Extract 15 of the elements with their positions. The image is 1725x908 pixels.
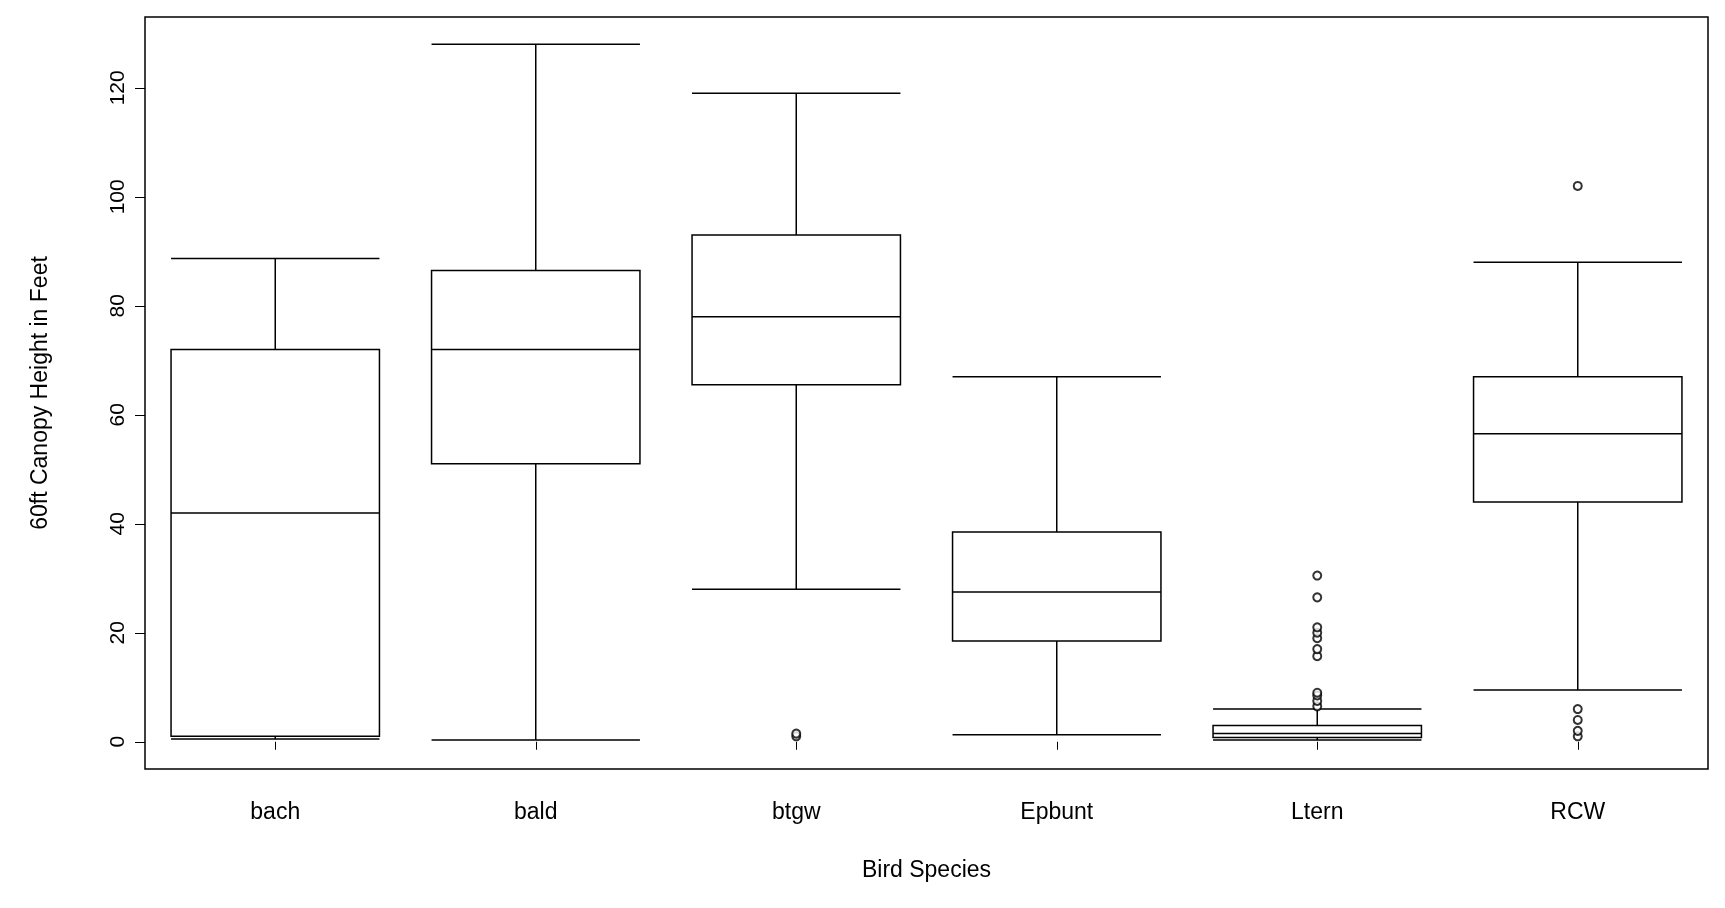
y-tick-label: 40 bbox=[105, 512, 128, 536]
y-tick-label: 0 bbox=[105, 735, 128, 748]
y-tick-label: 100 bbox=[105, 179, 128, 215]
y-tick-label: 80 bbox=[105, 294, 128, 318]
y-axis-title: 60ft Canopy Height in Feet bbox=[25, 255, 52, 530]
y-tick-label: 60 bbox=[105, 403, 128, 427]
x-axis-title: Bird Species bbox=[861, 855, 992, 882]
x-tick-label: Ltern bbox=[1291, 797, 1344, 824]
x-tick-label: Epbunt bbox=[1020, 797, 1094, 824]
y-tick-label: 120 bbox=[105, 70, 128, 106]
x-tick-label: RCW bbox=[1550, 797, 1606, 824]
x-tick-label: btgw bbox=[771, 797, 821, 824]
x-tick-label: bald bbox=[514, 797, 558, 824]
x-tick-label: bach bbox=[250, 797, 301, 824]
y-tick-label: 20 bbox=[105, 621, 128, 645]
